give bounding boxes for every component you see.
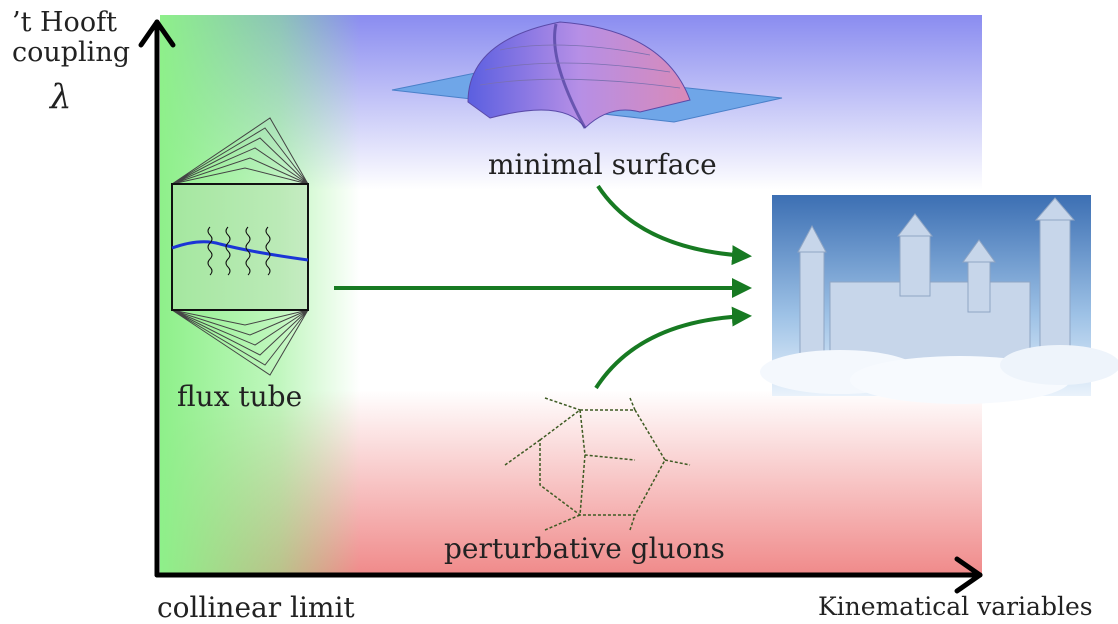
x-axis-arrowhead [954, 556, 983, 594]
arrow-from-minimal-surface [596, 184, 752, 266]
arrows [334, 184, 752, 390]
gluon-diagram-illustration [504, 397, 691, 531]
minimal-surface-illustration [391, 21, 783, 129]
flux-tube-illustration [171, 117, 309, 376]
flux-tube-label: flux tube [177, 380, 303, 413]
collinear-limit-label: collinear limit [157, 591, 355, 624]
y-axis-arrowhead [138, 19, 176, 48]
y-axis-label-line1: ’t Hooft [12, 7, 117, 38]
y-axis-label-line2: coupling [12, 37, 130, 68]
axes [138, 19, 983, 594]
arrow-from-perturbative-gluons [594, 306, 752, 390]
y-axis-symbol: λ [50, 77, 72, 117]
perturbative-gluons-label: perturbative gluons [444, 532, 725, 565]
x-axis-label: Kinematical variables [818, 592, 1093, 621]
castle-in-the-clouds-image [760, 195, 1118, 404]
minimal-surface-label: minimal surface [488, 148, 717, 181]
